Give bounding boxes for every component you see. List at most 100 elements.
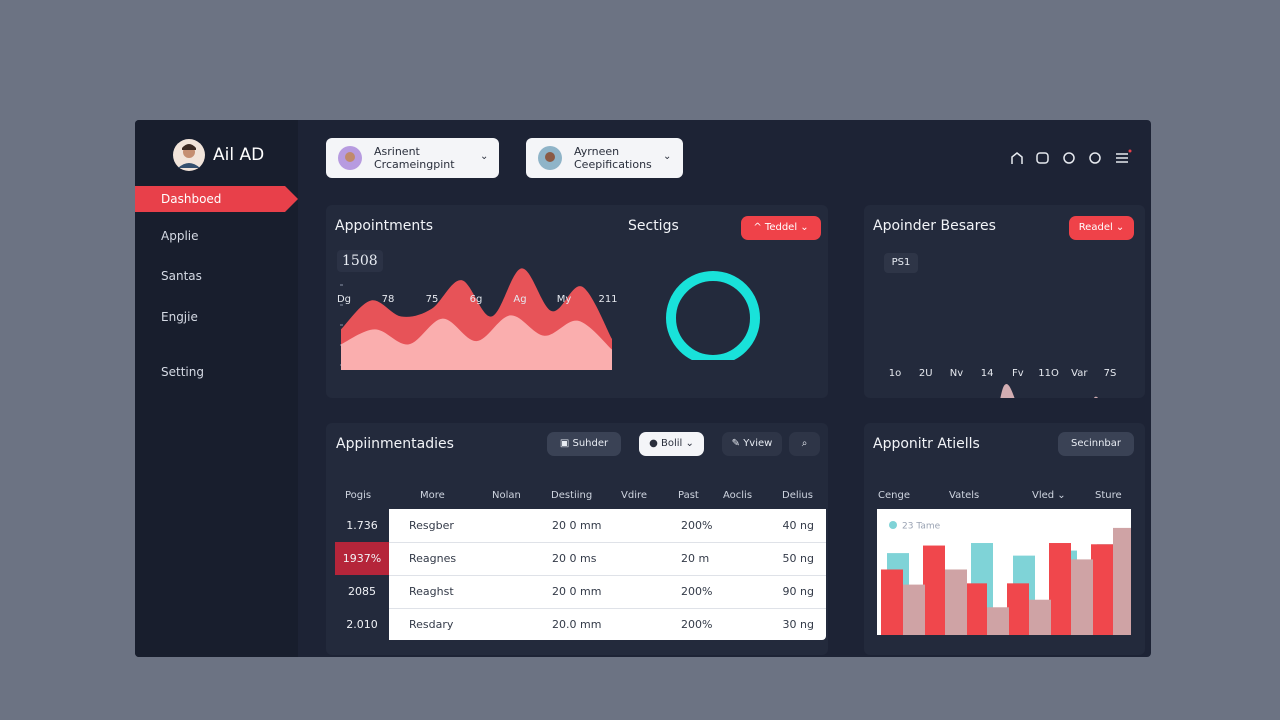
button[interactable]: Secinnbar (1058, 432, 1134, 456)
x-tick-label: Ag (513, 294, 526, 305)
button-label: Bolil (661, 438, 683, 449)
cell: Reaghst (409, 585, 454, 598)
avatar (173, 139, 205, 171)
bar (1029, 599, 1051, 635)
card-title: Apponitr Atiells (873, 436, 980, 452)
selector-line: Asrinent (374, 145, 420, 158)
chevron: ⌄ (663, 151, 672, 162)
column-header-label: Vled (1032, 490, 1055, 501)
column-header: Pogis (345, 490, 372, 501)
cell: 200% (681, 585, 713, 598)
bar (965, 583, 987, 635)
legend-label: 23 Tame (902, 522, 941, 532)
selector-line: Ceepifications (574, 158, 652, 171)
appointments-card: Appointments Sectigs ^ Teddel ⌄ 1508 Dg 7… (326, 205, 828, 398)
legend-dot (889, 521, 897, 529)
bar (1071, 559, 1093, 635)
table-card: Appiinmentadies ▣ Suhder ● Bolil ⌄ ✎ Yvi… (326, 423, 828, 655)
bar (1049, 543, 1071, 635)
nav-item[interactable]: Applie (161, 229, 199, 243)
x-tick-label: 6g (470, 294, 483, 305)
x-tick-label: My (557, 294, 572, 305)
cell: Resdary (409, 618, 454, 631)
cell: 200% (681, 519, 713, 532)
x-tick-label: 2U (919, 368, 933, 379)
x-tick-label: 211 (598, 294, 617, 305)
bar (945, 569, 967, 635)
nav-item[interactable]: Setting (161, 365, 204, 379)
row-key: 1.736 (346, 519, 378, 532)
column-header: Cenge (878, 490, 910, 501)
bar (903, 584, 925, 635)
cell: 90 ng (782, 585, 814, 598)
x-tick-label: 78 (382, 294, 395, 305)
button-label: Readel (1078, 222, 1113, 233)
column-header: More (420, 490, 445, 501)
value-badge: 1508 (337, 250, 383, 272)
sidebar: Ail AD Dashboed Applie Santas Engjie Set… (135, 120, 298, 657)
toolbar-icons[interactable] (1007, 148, 1137, 168)
details-card: Apponitr Atiells Secinnbar Cenge Vatels … (864, 423, 1145, 655)
x-tick-label: 14 (981, 368, 994, 379)
column-header: Destiing (551, 490, 593, 501)
column-header: Sture (1095, 490, 1122, 501)
card-title: Appiinmentadies (336, 436, 454, 452)
bar (987, 607, 1009, 635)
card-title: Appointments (335, 218, 434, 234)
cell: 20 0 mm (552, 519, 602, 532)
cell: Resgber (409, 519, 454, 532)
badge: PS1 (884, 253, 918, 273)
resources-card: Apoinder Besares Readel ⌄ 1o 2U Nv 14 Fv 11O V… (864, 205, 1145, 398)
cell: 40 ng (782, 519, 814, 532)
button[interactable]: Readel ⌄ (1069, 216, 1134, 240)
x-tick-label: 1o (889, 368, 901, 379)
x-tick-label: Dg (337, 294, 351, 305)
ring (666, 271, 760, 360)
card-title: Sectigs (628, 218, 679, 234)
row-divider (389, 575, 826, 576)
row-key: 2.010 (346, 618, 378, 631)
card-title: Apoinder Besares (873, 218, 996, 234)
x-tick-label: Fv (1012, 368, 1024, 379)
brand: Ail AD (213, 145, 265, 165)
nav-item[interactable]: Dashboed (135, 186, 298, 212)
avatar (538, 146, 562, 170)
table-body (389, 509, 826, 640)
nav-item[interactable]: Santas (161, 269, 202, 283)
x-tick-label: 11O (1038, 368, 1059, 379)
cell: 20.0 mm (552, 618, 602, 631)
button[interactable]: ▣ Suhder (547, 432, 621, 456)
search-button[interactable]: ⌕ (789, 432, 820, 456)
row-divider (389, 542, 826, 543)
column-header: Past (678, 490, 699, 501)
x-tick-label: 7S (1104, 368, 1117, 379)
button[interactable]: ^ Teddel ⌄ (741, 216, 821, 240)
button-label: Teddel (764, 222, 798, 233)
x-tick-label: Var (1071, 368, 1088, 379)
column-header: Vdire (621, 490, 648, 501)
cell: 20 0 ms (552, 552, 597, 565)
x-tick-label: 75 (426, 294, 439, 305)
row-key: 2085 (348, 585, 376, 598)
area-chart: 1o 2U Nv 14 Fv 11O Var 7S (889, 368, 1117, 398)
row-divider (389, 608, 826, 609)
dashboard: Ail AD Dashboed Applie Santas Engjie Set… (135, 120, 1151, 657)
selector[interactable]: Asrinent Crcameingpint ⌄ (326, 138, 499, 178)
bar (881, 569, 903, 635)
cell: 20 0 mm (552, 585, 602, 598)
column-header: Vatels (949, 490, 980, 501)
avatar (338, 146, 362, 170)
bar-chart: 23 Tame (877, 509, 1131, 635)
bar (1091, 544, 1113, 635)
nav-item[interactable]: Engjie (161, 310, 198, 324)
button[interactable]: ✎ Yview (722, 432, 782, 456)
column-header: Vled ⌄ (1032, 490, 1066, 501)
selector[interactable]: Ayrneen Ceepifications ⌄ (526, 138, 683, 178)
cell: 50 ng (782, 552, 814, 565)
area (341, 315, 612, 370)
cell: 20 m (681, 552, 710, 565)
row-key: 1937% (335, 542, 389, 575)
x-tick-label: Nv (950, 368, 963, 379)
button[interactable]: ● Bolil ⌄ (639, 432, 704, 456)
